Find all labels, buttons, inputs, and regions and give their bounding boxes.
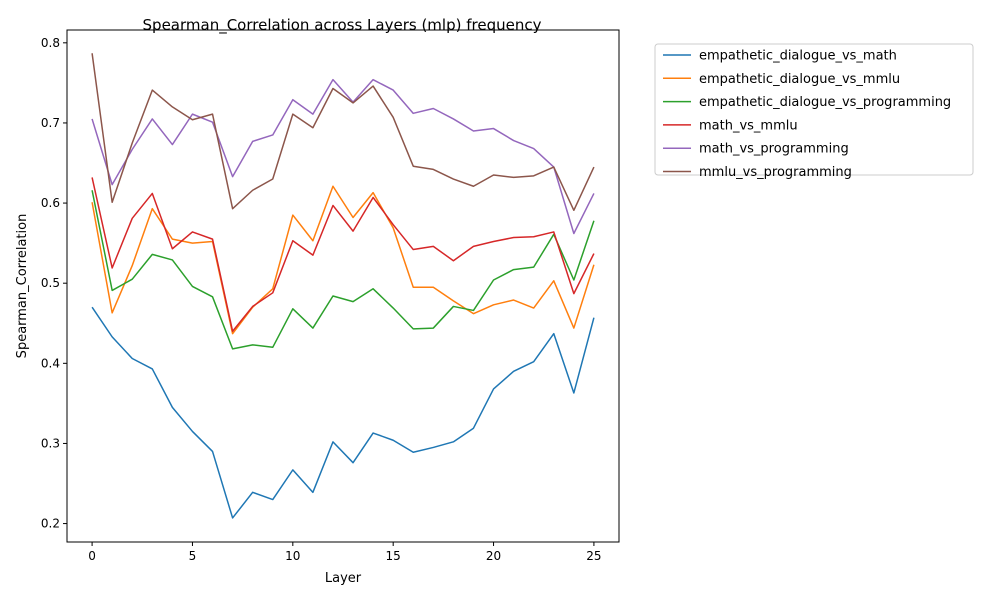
y-tick-label: 0.8	[41, 36, 60, 50]
x-tick-label: 5	[189, 549, 197, 563]
series-line-empathetic_dialogue_vs_mmlu	[91, 185, 595, 335]
y-tick-label: 0.4	[41, 356, 60, 370]
series-line-math_vs_mmlu	[91, 177, 595, 333]
x-tick-label: 20	[486, 549, 501, 563]
series-line-mmlu_vs_programming	[91, 53, 595, 212]
y-tick-label: 0.2	[41, 517, 60, 531]
y-axis: 0.2 0.3 0.4 0.5 0.6 0.7 0.8	[41, 36, 67, 531]
y-tick-label: 0.7	[41, 116, 60, 130]
legend-frame	[654, 43, 974, 176]
legend-label: math_vs_mmlu	[699, 118, 798, 133]
legend-label: math_vs_programming	[699, 142, 849, 157]
legend-label: empathetic_dialogue_vs_programming	[699, 95, 951, 110]
legend-label: mmlu_vs_programming	[699, 165, 852, 180]
y-tick-label: 0.5	[41, 276, 60, 290]
legend-label: empathetic_dialogue_vs_math	[699, 49, 897, 64]
plot-frame	[66, 29, 620, 543]
y-axis-label: Spearman_Correlation	[15, 214, 30, 359]
y-tick-label: 0.3	[41, 436, 60, 450]
legend-label: empathetic_dialogue_vs_mmlu	[699, 72, 900, 87]
x-tick-label: 25	[586, 549, 601, 563]
x-tick-label: 15	[386, 549, 401, 563]
x-tick-label: 10	[285, 549, 300, 563]
chart-title: Spearman_Correlation across Layers (mlp)…	[143, 16, 542, 35]
series-line-empathetic_dialogue_vs_programming	[91, 190, 595, 350]
legend: empathetic_dialogue_vs_math empathetic_di…	[654, 43, 974, 180]
series-line-math_vs_programming	[91, 78, 595, 235]
plot-area	[91, 53, 595, 519]
series-line-empathetic_dialogue_vs_math	[91, 306, 595, 519]
x-axis-label: Layer	[325, 571, 362, 586]
x-axis: 0 5 10 15 20 25	[88, 542, 602, 563]
y-tick-label: 0.6	[41, 196, 60, 210]
x-tick-label: 0	[88, 549, 96, 563]
